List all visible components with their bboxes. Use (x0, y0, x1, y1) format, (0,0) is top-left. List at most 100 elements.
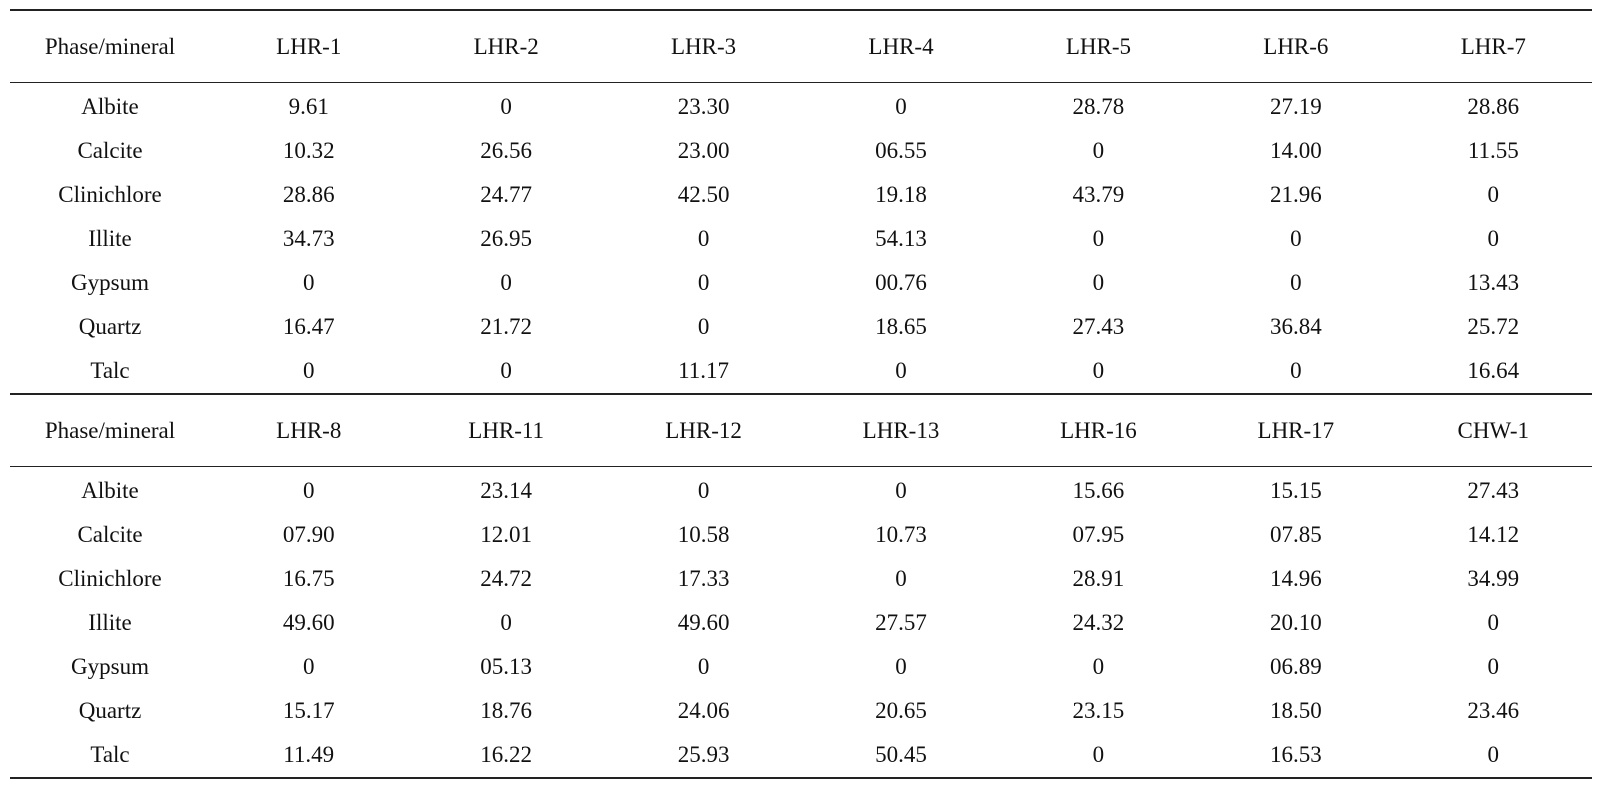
value-cell: 21.96 (1269, 182, 1322, 207)
value-cell: 24.77 (480, 182, 533, 207)
value-cell: 07.95 (1072, 522, 1125, 547)
table-row: Albite 0 23.14 0 0 15.66 15.15 27.43 (10, 467, 1592, 514)
value-cell: 15.15 (1269, 478, 1322, 503)
value-cell: 25.93 (604, 733, 803, 779)
value-cell: 28.78 (1072, 94, 1125, 119)
value-cell: 24.72 (480, 566, 533, 591)
value-cell: 24.06 (677, 698, 730, 723)
value-cell: 25.72 (1467, 314, 1520, 339)
value-cell: 0 (407, 349, 605, 395)
table-row: Gypsum 0 05.13 0 0 0 06.89 0 (10, 645, 1592, 689)
value-cell: 0 (1197, 349, 1395, 395)
sample-column-header: LHR-17 (1197, 393, 1395, 467)
value-cell: 0 (999, 349, 1198, 395)
phase-mineral-header: Phase/mineral (10, 393, 211, 467)
value-cell: 27.57 (875, 610, 927, 635)
value-cell: 16.64 (1394, 349, 1592, 395)
value-cell: 0 (1290, 226, 1302, 251)
mineral-name-cell: Quartz (78, 314, 142, 339)
value-cell: 34.99 (1467, 566, 1520, 591)
value-cell: 0 (1487, 226, 1500, 251)
table-row: Clinichlore 16.75 24.72 17.33 0 28.91 14.96 34.… (10, 557, 1592, 601)
value-cell: 49.60 (282, 610, 335, 635)
header-row: Phase/mineral LHR-8 LHR-11 LHR-12 LHR-13 LHR-… (10, 393, 1592, 467)
table-row: Clinichlore 28.86 24.77 42.50 19.18 43.79 21.9… (10, 173, 1592, 217)
value-cell: 0 (697, 478, 710, 503)
value-cell: 07.85 (1269, 522, 1322, 547)
mineral-composition-table: Phase/mineral LHR-1 LHR-2 LHR-3 LHR-4 LHR-5 LH… (10, 9, 1592, 779)
mineral-name-cell: Calcite (77, 522, 143, 547)
value-cell: 00.76 (875, 270, 927, 295)
value-cell: 06.89 (1269, 654, 1322, 679)
value-cell: 0 (895, 566, 907, 591)
value-cell: 10.73 (875, 522, 927, 547)
mineral-name-cell: Clinichlore (58, 182, 162, 207)
value-cell: 05.13 (480, 654, 533, 679)
value-cell: 50.45 (802, 733, 1000, 779)
value-cell: 0 (1487, 654, 1500, 679)
value-cell: 11.17 (604, 349, 803, 395)
value-cell: 16.22 (407, 733, 605, 779)
value-cell: 27.19 (1269, 94, 1322, 119)
value-cell: 28.86 (282, 182, 335, 207)
value-cell: 15.66 (1072, 478, 1125, 503)
value-cell: 10.32 (282, 138, 335, 163)
value-cell: 43.79 (1072, 182, 1125, 207)
value-cell: 0 (210, 349, 408, 395)
value-cell: 23.00 (677, 138, 730, 163)
value-cell: 36.84 (1269, 314, 1322, 339)
value-cell: 19.18 (875, 182, 927, 207)
sample-column-header: CHW-1 (1394, 393, 1592, 467)
value-cell: 14.00 (1269, 138, 1322, 163)
value-cell: 11.49 (210, 733, 408, 779)
value-cell: 26.56 (480, 138, 533, 163)
sample-column-header: LHR-4 (802, 9, 1000, 83)
table-row: Gypsum 0 0 0 00.76 0 0 13.43 (10, 261, 1592, 305)
table-row: Calcite 07.90 12.01 10.58 10.73 07.95 07.85 14.… (10, 513, 1592, 557)
value-cell: 54.13 (875, 226, 927, 251)
value-cell: 24.32 (1072, 610, 1125, 635)
mineral-name-cell: Gypsum (71, 270, 149, 295)
value-cell: 0 (895, 94, 907, 119)
value-cell: 0 (1487, 610, 1500, 635)
value-cell: 0 (895, 478, 907, 503)
value-cell: 0 (500, 94, 512, 119)
value-cell: 20.65 (875, 698, 927, 723)
value-cell: 0 (500, 610, 512, 635)
sample-column-header: LHR-1 (210, 9, 408, 83)
value-cell: 0 (1092, 270, 1105, 295)
table-row: Illite 34.73 26.95 0 54.13 0 0 0 (10, 217, 1592, 261)
value-cell: 0 (1092, 226, 1105, 251)
value-cell: 16.47 (282, 314, 335, 339)
value-cell: 18.65 (875, 314, 927, 339)
value-cell: 18.50 (1269, 698, 1322, 723)
table-row: Calcite 10.32 26.56 23.00 06.55 0 14.00 11.55 (10, 129, 1592, 173)
value-cell: 15.17 (282, 698, 335, 723)
value-cell: 14.96 (1269, 566, 1322, 591)
value-cell: 26.95 (480, 226, 533, 251)
value-cell: 28.91 (1072, 566, 1125, 591)
value-cell: 23.46 (1467, 698, 1520, 723)
sample-column-header: LHR-11 (407, 393, 605, 467)
value-cell: 23.15 (1072, 698, 1125, 723)
sample-column-header: LHR-6 (1197, 9, 1395, 83)
value-cell: 16.53 (1197, 733, 1395, 779)
value-cell: 0 (802, 349, 1000, 395)
mineral-name-cell: Albite (81, 94, 139, 119)
value-cell: 17.33 (677, 566, 730, 591)
value-cell: 34.73 (282, 226, 335, 251)
table-row: Quartz 16.47 21.72 0 18.65 27.43 36.84 25.72 (10, 305, 1592, 349)
value-cell: 12.01 (480, 522, 533, 547)
value-cell: 0 (302, 478, 315, 503)
sample-column-header: LHR-12 (604, 393, 803, 467)
value-cell: 27.43 (1467, 478, 1520, 503)
header-row: Phase/mineral LHR-1 LHR-2 LHR-3 LHR-4 LHR-5 LH… (10, 9, 1592, 83)
value-cell: 0 (1290, 270, 1302, 295)
value-cell: 16.75 (282, 566, 335, 591)
value-cell: 13.43 (1467, 270, 1520, 295)
value-cell: 9.61 (288, 94, 329, 119)
value-cell: 10.58 (677, 522, 730, 547)
value-cell: 0 (302, 270, 315, 295)
sample-column-header: LHR-16 (999, 393, 1198, 467)
value-cell: 42.50 (677, 182, 730, 207)
